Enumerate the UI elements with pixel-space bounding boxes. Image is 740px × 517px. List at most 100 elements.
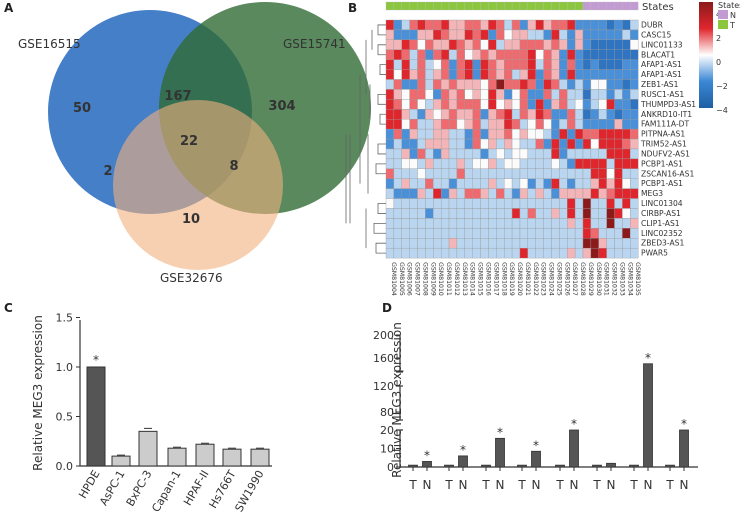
heatmap-cell [480, 69, 489, 80]
heatmap-cell [433, 79, 442, 90]
x-tick-label: T [592, 478, 601, 492]
heatmap-cell [448, 128, 458, 140]
heatmap-cell [409, 69, 418, 80]
heatmap-cell [527, 119, 536, 130]
heatmap-cell [401, 49, 410, 60]
column-label: GSM81029 [587, 262, 594, 296]
x-tick-label: T [517, 478, 526, 492]
significance-marker: * [460, 443, 466, 457]
heatmap-cell [527, 168, 536, 179]
heatmap-cell [480, 99, 489, 110]
heatmap-cell [401, 148, 410, 160]
heatmap-cell [425, 49, 434, 60]
heatmap-cell [488, 208, 497, 219]
heatmap-cell [393, 109, 402, 120]
heatmap-cell [440, 247, 450, 259]
heatmap-cell [582, 109, 592, 120]
heatmap-cell [511, 168, 521, 179]
heatmap-cell [456, 198, 465, 209]
heatmap-cell [511, 119, 521, 130]
state-annotation-cell [409, 1, 418, 11]
heatmap-cell [417, 119, 426, 130]
heatmap-cell [504, 188, 513, 199]
heatmap-cell [472, 198, 481, 209]
heatmap-cell [488, 128, 497, 140]
heatmap-cell [425, 158, 434, 169]
heatmap-cell [401, 238, 410, 249]
heatmap-cell [433, 39, 442, 50]
heatmap-cell [527, 228, 536, 239]
heatmap-cell [504, 29, 513, 41]
heatmap-cell [614, 228, 623, 239]
heatmap-cell [630, 29, 639, 41]
heatmap-cell [511, 29, 521, 41]
heatmap-cell [385, 99, 395, 110]
column-label: GSM81033 [618, 262, 625, 296]
heatmap-cell [464, 19, 473, 31]
heatmap-cell [488, 59, 497, 70]
column-label: GSM81028 [579, 262, 586, 296]
heatmap-cell [535, 228, 544, 239]
heatmap-cell [425, 19, 434, 31]
heatmap-cell [606, 208, 615, 219]
heatmap-cell [559, 109, 568, 120]
heatmap-cell [488, 178, 497, 189]
heatmap-cell [464, 158, 473, 169]
heatmap-cell [496, 158, 505, 169]
heatmap-cell [559, 218, 568, 229]
heatmap-cell [582, 128, 592, 140]
heatmap-cell [433, 19, 442, 31]
heatmap-cell [409, 168, 418, 179]
column-label: GSM81008 [421, 262, 428, 296]
heatmap-cell [606, 247, 615, 259]
heatmap-cell [448, 119, 458, 130]
heatmap-cell [448, 178, 458, 189]
heatmap-cell [543, 178, 552, 189]
heatmap-cell [393, 69, 402, 80]
legend-label-n: N [730, 11, 736, 20]
heatmap-cell [614, 29, 623, 41]
heatmap-cell [567, 99, 576, 110]
heatmap-cell [582, 69, 592, 80]
heatmap-cell [433, 218, 442, 229]
heatmap-cell [519, 79, 529, 90]
heatmap-cell [614, 119, 623, 130]
heatmap-cell [456, 218, 465, 229]
x-tick-label: N [644, 478, 653, 492]
state-annotation-cell [574, 1, 584, 11]
heatmap-cell [535, 218, 544, 229]
heatmap-cell [409, 119, 418, 130]
heatmap-cell [622, 39, 631, 50]
heatmap-cell [551, 228, 560, 239]
heatmap-cell [582, 148, 592, 160]
heatmap-cell [385, 188, 395, 199]
heatmap-cell [559, 238, 568, 249]
states-annotation-label: States [642, 2, 674, 13]
x-tick-label: N [570, 478, 579, 492]
heatmap-cell [574, 79, 584, 90]
column-label: GSM81014 [469, 262, 476, 296]
y-tick-label: 120 [373, 380, 394, 393]
heatmap-cell [511, 208, 521, 219]
heatmap-cell [385, 19, 395, 31]
heatmap-cell [496, 39, 505, 50]
heatmap-cell [551, 138, 560, 150]
heatmap-cell [598, 247, 607, 259]
heatmap-cell [567, 188, 576, 199]
heatmap-cell [448, 99, 458, 110]
bar [555, 464, 565, 468]
state-annotation-cell [448, 1, 458, 11]
heatmap-cell [409, 128, 418, 140]
heatmap-cell [440, 148, 450, 160]
bar [679, 429, 689, 468]
column-label: GSM81021 [524, 262, 531, 296]
row-label: MEG3 [641, 189, 663, 198]
heatmap-cell [464, 168, 473, 179]
heatmap-cell [630, 69, 639, 80]
heatmap-cell [630, 109, 639, 120]
heatmap-cell [590, 119, 599, 130]
heatmap-cell [401, 158, 410, 169]
heatmap-cell [480, 128, 489, 140]
heatmap-cell [464, 39, 473, 50]
heatmap-cell [401, 29, 410, 41]
